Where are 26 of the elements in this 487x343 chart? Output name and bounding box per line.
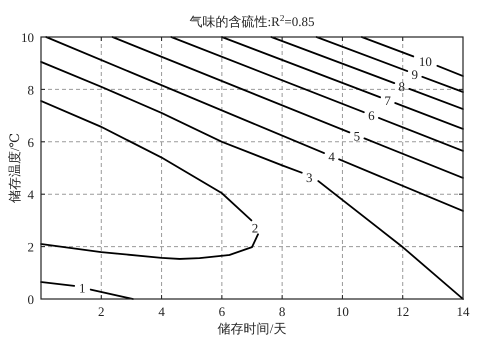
series-label: 10 [418,54,432,70]
chart-title: 气味的含硫性:R$^{2}$=0.85 [190,13,314,29]
x-tick-label: 14 [456,304,470,319]
x-tick-label: 12 [396,304,410,319]
x-axis-title: 储存时间/天 [218,321,286,336]
series-label: 7 [384,93,392,108]
series-label: 5 [354,128,360,144]
series-label: 4 [328,149,336,164]
y-tick-label: 0 [28,292,34,307]
x-tick-label: 8 [278,304,286,319]
y-axis-title: 储存温度/℃ [7,132,22,204]
x-tick-label: 6 [218,304,226,319]
x-tick-label: 4 [158,304,166,319]
x-tick-label: 2 [98,304,105,319]
y-tick-label: 4 [28,187,34,202]
series-label: 8 [398,78,406,94]
series-label: 6 [368,108,376,124]
y-tick-label: 10 [21,30,34,45]
series-label: 3 [306,170,313,185]
y-tick-label: 8 [28,82,34,98]
series-label: 9 [412,66,418,82]
series-label: 1 [79,280,86,296]
y-tick-label: 6 [28,134,34,150]
series-label: 2 [252,220,258,236]
x-tick-label: 10 [336,304,349,319]
y-tick-label: 2 [28,240,34,255]
